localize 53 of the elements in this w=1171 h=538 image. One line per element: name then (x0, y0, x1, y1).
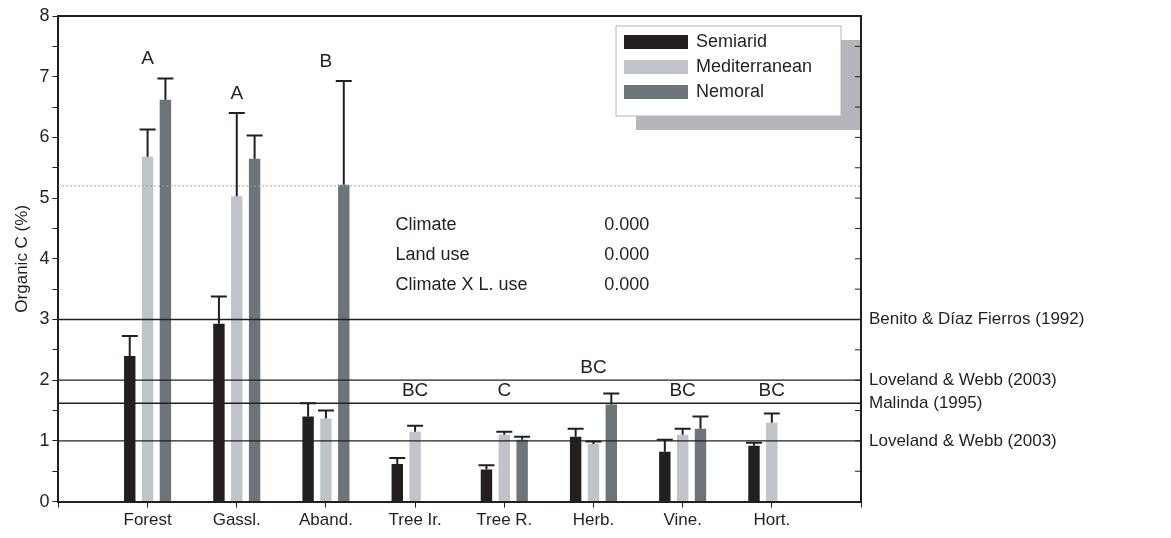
legend-label: Nemoral (696, 80, 765, 101)
bar (159, 99, 172, 502)
annotation: C (497, 379, 512, 400)
bar (694, 428, 707, 502)
y-tick-label: 1 (39, 429, 50, 450)
bar (676, 434, 689, 502)
bar (320, 418, 332, 502)
ref-line-label: Loveland & Webb (2003) (869, 430, 1057, 450)
annotation: 0.000 (604, 213, 650, 234)
y-tick-label: 2 (39, 369, 50, 390)
annotation: 0.000 (604, 243, 650, 264)
annotation: BC (758, 379, 786, 400)
x-tick-label: Forest (123, 510, 172, 530)
bar (516, 439, 528, 502)
annotation: BC (669, 379, 696, 400)
legend-label: Mediterranean (696, 55, 813, 76)
y-tick-label: 5 (39, 187, 50, 208)
x-tick-label: Tree Ir. (388, 510, 442, 530)
ref-line-label: Loveland & Webb (2003) (869, 369, 1057, 389)
bar (248, 158, 261, 502)
annotation: Climate (395, 213, 457, 234)
annotation: A (230, 81, 244, 103)
x-tick-label: Herb. (572, 510, 615, 530)
x-tick-label: Hort. (753, 510, 791, 530)
y-tick-label: 0 (39, 490, 50, 511)
y-tick-label: 4 (39, 247, 50, 268)
x-tick-label: Aband. (299, 510, 353, 530)
y-tick-label: 8 (39, 4, 50, 25)
annotation: Climate X L. use (395, 273, 528, 294)
bar (338, 184, 350, 502)
y-tick-label: 7 (39, 65, 50, 86)
y-tick-label: 3 (39, 308, 50, 329)
bar (409, 431, 421, 502)
bar (498, 434, 510, 502)
x-tick-label: Tree R. (476, 510, 533, 530)
annotation: BC (580, 355, 607, 377)
bar (587, 443, 600, 502)
annotation: BC (401, 379, 429, 400)
ref-line-label: Benito & Díaz Fierros (1992) (869, 309, 1085, 329)
x-tick-label: Vine. (663, 510, 702, 530)
bar (605, 404, 618, 502)
annotation: B (319, 49, 333, 71)
y-axis-title: Organic C (%) (11, 204, 31, 313)
ref-line-label: Malinda (1995) (869, 392, 983, 412)
annotation: A (141, 47, 155, 69)
legend-label: Semiarid (696, 30, 768, 51)
x-tick-label: Gassl. (212, 510, 261, 530)
annotation: 0.000 (604, 273, 650, 294)
bar (231, 196, 243, 502)
y-tick-label: 6 (39, 126, 50, 147)
annotation: Land use (395, 243, 470, 264)
bar (141, 156, 154, 502)
bar (766, 422, 778, 502)
